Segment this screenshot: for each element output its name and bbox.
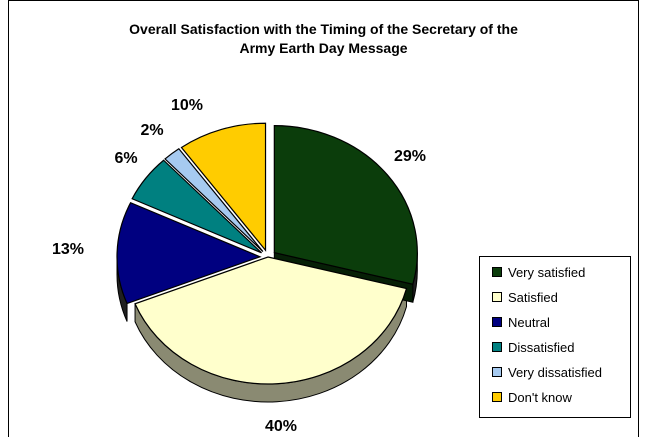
legend-item-4: Very dissatisfied (492, 363, 602, 381)
pie-slice-0 (273, 125, 418, 285)
legend-item-1: Satisfied (492, 288, 558, 306)
legend-swatch-2 (492, 317, 502, 327)
legend-label-2: Neutral (508, 314, 550, 330)
data-label-5: 10% (171, 97, 203, 114)
pie-slice-4 (164, 147, 264, 252)
legend-swatch-0 (492, 267, 502, 277)
legend-label-3: Dissatisfied (508, 339, 575, 355)
legend-swatch-3 (492, 342, 502, 352)
legend-label-1: Satisfied (508, 289, 558, 305)
chart-title-line-2: Army Earth Day Message (239, 40, 408, 56)
legend-swatch-4 (492, 367, 502, 377)
chart-title-line-1: Overall Satisfaction with the Timing of … (129, 21, 518, 37)
legend-item-0: Very satisfied (492, 263, 585, 281)
legend-label-0: Very satisfied (508, 264, 586, 280)
legend-item-2: Neutral (492, 313, 550, 331)
legend-swatch-5 (492, 392, 502, 402)
chart-legend: Very satisfied Satisfied Neutral Dissatisfi… (479, 256, 631, 418)
pie-slice-1 (134, 256, 408, 385)
pie-slice-5 (180, 122, 267, 252)
data-label-2: 13% (52, 241, 84, 258)
legend-label-4: Very dissatisfied (508, 364, 602, 380)
data-label-3: 6% (114, 150, 137, 167)
data-label-1: 40% (265, 418, 297, 435)
data-label-0: 29% (394, 148, 426, 165)
pie-slice-3 (131, 159, 262, 254)
legend-item-3: Dissatisfied (492, 338, 574, 356)
legend-swatch-1 (492, 292, 502, 302)
pie-slice-2 (116, 201, 262, 305)
data-label-4: 2% (140, 122, 163, 139)
legend-item-5: Don't know (492, 388, 572, 406)
legend-label-5: Don't know (508, 389, 572, 405)
